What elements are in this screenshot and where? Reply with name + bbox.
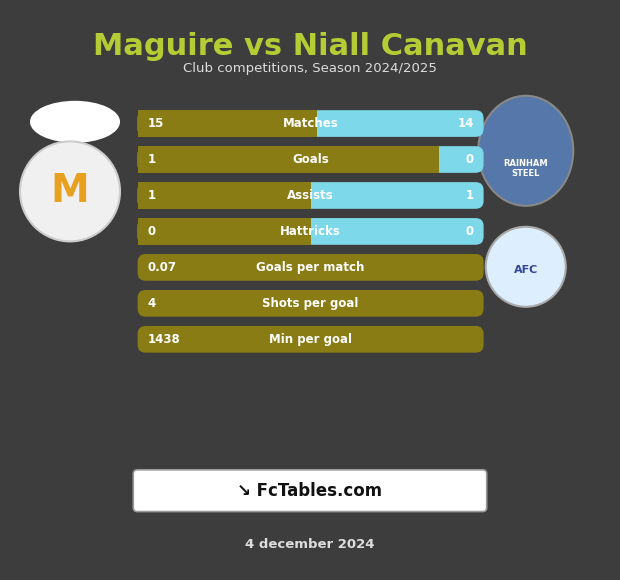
Bar [138,182,311,209]
Bar [138,218,311,245]
Text: Min per goal: Min per goal [269,333,352,346]
Text: 1: 1 [466,189,474,202]
Text: Club competitions, Season 2024/2025: Club competitions, Season 2024/2025 [183,62,437,75]
Text: 0: 0 [466,225,474,238]
FancyBboxPatch shape [138,254,484,281]
FancyBboxPatch shape [138,110,484,137]
Text: 14: 14 [457,117,474,130]
FancyBboxPatch shape [138,146,484,173]
Text: 0: 0 [466,153,474,166]
Text: Goals: Goals [292,153,329,166]
Text: Goals per match: Goals per match [257,261,365,274]
Text: ↘ FcTables.com: ↘ FcTables.com [237,481,383,500]
Text: Hattricks: Hattricks [280,225,341,238]
Text: 1438: 1438 [148,333,180,346]
Text: M: M [51,172,89,211]
FancyBboxPatch shape [138,290,484,317]
Text: Matches: Matches [283,117,339,130]
FancyBboxPatch shape [138,146,438,173]
Ellipse shape [20,142,120,241]
FancyBboxPatch shape [138,182,484,209]
Text: Maguire vs Niall Canavan: Maguire vs Niall Canavan [92,32,528,61]
FancyBboxPatch shape [138,110,317,137]
Ellipse shape [30,101,120,143]
FancyBboxPatch shape [138,218,311,245]
Text: AFC: AFC [513,264,538,275]
Text: RAINHAM
STEEL: RAINHAM STEEL [503,158,548,178]
FancyBboxPatch shape [138,218,484,245]
Text: Shots per goal: Shots per goal [262,297,359,310]
Text: 4: 4 [148,297,156,310]
FancyBboxPatch shape [133,470,487,512]
Text: 0.07: 0.07 [148,261,177,274]
FancyBboxPatch shape [138,182,311,209]
Bar [138,110,317,137]
Text: Assists: Assists [287,189,334,202]
Bar [138,146,438,173]
Ellipse shape [485,227,566,307]
Ellipse shape [478,96,574,206]
Text: 1: 1 [148,189,156,202]
Text: 1: 1 [148,153,156,166]
Text: 4 december 2024: 4 december 2024 [246,538,374,550]
Text: 0: 0 [148,225,156,238]
Text: 15: 15 [148,117,164,130]
FancyBboxPatch shape [138,326,484,353]
